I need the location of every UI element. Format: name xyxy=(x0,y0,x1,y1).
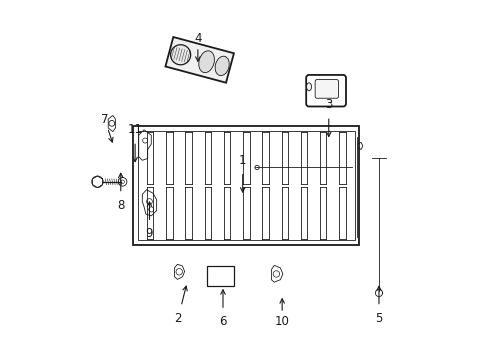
Ellipse shape xyxy=(215,56,229,76)
Ellipse shape xyxy=(306,83,311,91)
Text: 2: 2 xyxy=(174,311,182,325)
Text: 5: 5 xyxy=(374,311,382,325)
Text: 3: 3 xyxy=(325,98,332,111)
Polygon shape xyxy=(165,37,233,83)
Ellipse shape xyxy=(199,51,214,73)
Text: 1: 1 xyxy=(239,154,246,167)
Text: 7: 7 xyxy=(101,113,108,126)
Text: 9: 9 xyxy=(145,227,153,240)
Text: 4: 4 xyxy=(194,32,201,45)
Text: 11: 11 xyxy=(127,123,142,136)
FancyBboxPatch shape xyxy=(314,80,338,98)
Text: 10: 10 xyxy=(274,315,289,328)
Circle shape xyxy=(170,45,190,65)
Text: 6: 6 xyxy=(219,315,226,328)
Text: 8: 8 xyxy=(117,199,124,212)
